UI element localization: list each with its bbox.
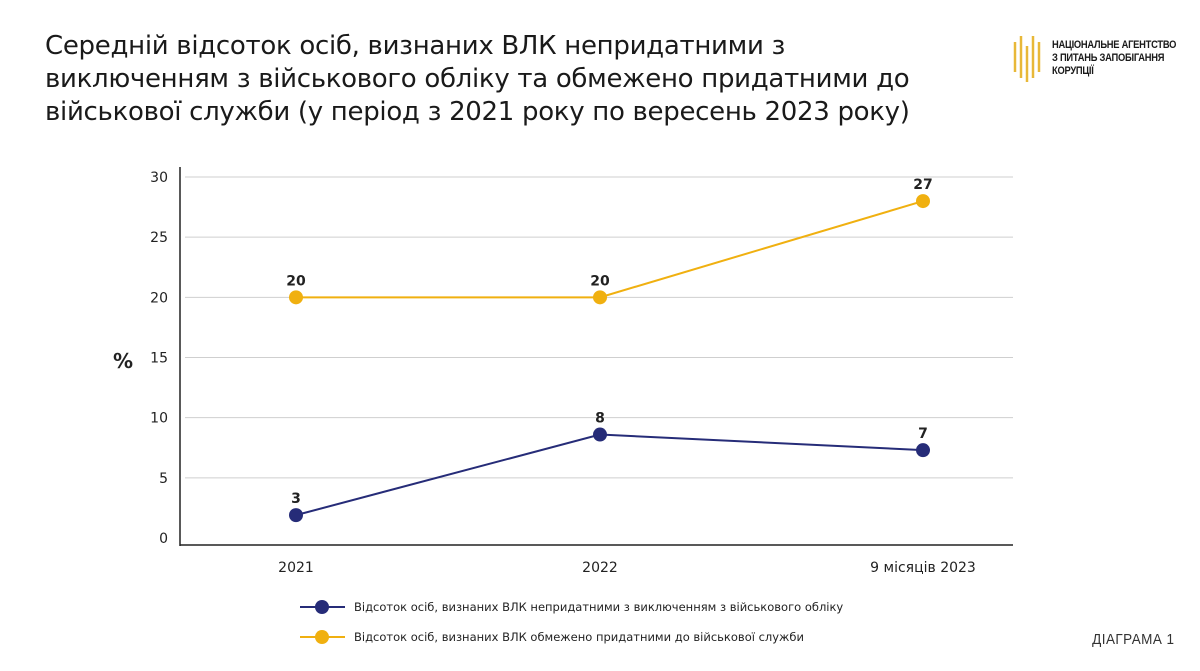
legend-marker [315, 630, 329, 644]
data-point [916, 443, 930, 458]
logo-emblem-icon [1013, 36, 1041, 82]
data-label: 3 [291, 491, 301, 507]
y-tick-label: 25 [150, 230, 168, 246]
diagram-number: ДІАГРАМА 1 [1091, 631, 1174, 648]
data-point [289, 290, 303, 305]
y-tick-label: 15 [150, 351, 168, 367]
chart-title: Середній відсоток осіб, визнаних ВЛК неп… [45, 31, 910, 127]
legend-label: Відсоток осіб, визнаних ВЛК непридатними… [354, 600, 843, 614]
series-line [295, 433, 924, 517]
logo-line: НАЦІОНАЛЬНЕ АГЕНТСТВО [1052, 38, 1177, 51]
y-tick-label: 5 [159, 471, 168, 487]
data-point [289, 508, 303, 523]
legend-marker [315, 600, 329, 614]
data-label: 20 [590, 273, 610, 289]
logo-line: КОРУПЦІЇ [1052, 64, 1094, 77]
data-label: 8 [595, 411, 605, 427]
data-label: 20 [286, 273, 306, 289]
logo-line: З ПИТАНЬ ЗАПОБІГАННЯ [1052, 51, 1165, 64]
data-label: 7 [918, 426, 928, 442]
logo: НАЦІОНАЛЬНЕ АГЕНТСТВО З ПИТАНЬ ЗАПОБІГАН… [1012, 32, 1198, 84]
data-point [593, 427, 607, 442]
legend-label: Відсоток осіб, визнаних ВЛК обмежено при… [354, 630, 804, 644]
data-label: 27 [913, 177, 932, 193]
y-tick-label: 20 [150, 290, 168, 306]
data-point [916, 194, 930, 209]
x-tick-label: 9 місяців 2023 [870, 560, 976, 576]
x-tick-label: 2021 [278, 560, 314, 576]
y-axis-label: % [113, 349, 133, 373]
x-tick-label: 2022 [582, 560, 618, 576]
y-tick-label: 10 [150, 411, 168, 427]
y-tick-label: 0 [159, 531, 168, 547]
y-tick-label: 30 [150, 170, 168, 186]
data-point [593, 290, 607, 305]
